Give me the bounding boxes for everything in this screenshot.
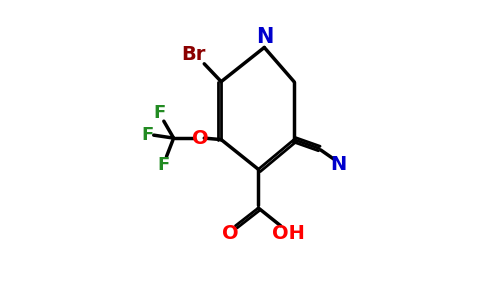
Text: N: N xyxy=(331,155,347,174)
Text: OH: OH xyxy=(272,224,305,243)
Text: F: F xyxy=(141,126,153,144)
Text: O: O xyxy=(192,129,209,148)
Text: Br: Br xyxy=(182,45,206,64)
Text: N: N xyxy=(256,27,273,47)
Text: F: F xyxy=(153,104,166,122)
Text: O: O xyxy=(222,224,239,243)
Text: F: F xyxy=(158,156,170,174)
